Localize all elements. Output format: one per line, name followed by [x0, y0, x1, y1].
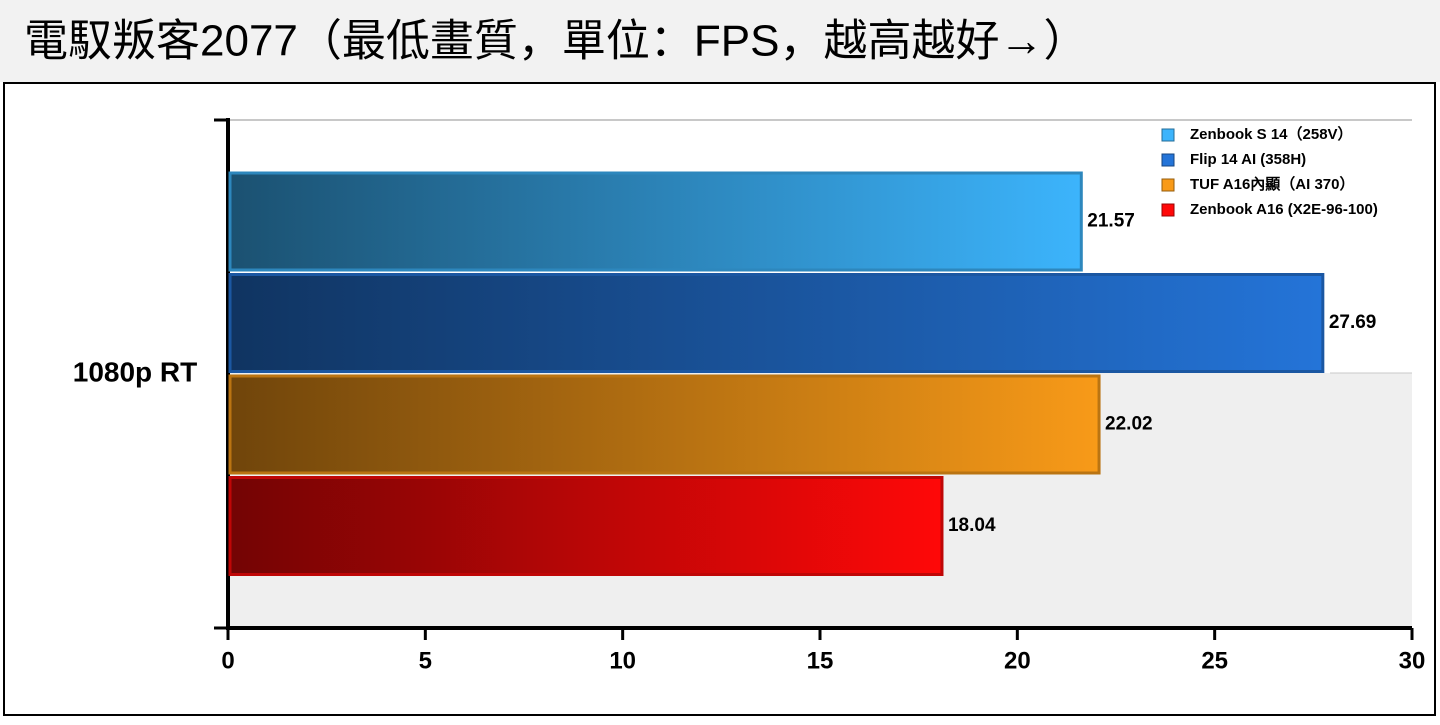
x-tick-label: 25: [1201, 647, 1228, 674]
x-tick-label: 0: [221, 647, 234, 674]
legend-label: Flip 14 AI (358H): [1190, 151, 1306, 168]
legend-swatch: [1161, 178, 1175, 192]
x-tick-label: 30: [1399, 647, 1426, 674]
legend-label: Zenbook A16 (X2E-96-100): [1190, 201, 1378, 218]
chart-title: 電馭叛客2077（最低畫質，單位：FPS，越高越好→）: [24, 17, 1087, 66]
legend-swatch: [1161, 203, 1175, 217]
value-label: 22.02: [1105, 414, 1153, 435]
x-tick-label: 10: [609, 647, 636, 674]
x-tick-label: 20: [1004, 647, 1031, 674]
x-tick-label: 15: [807, 647, 834, 674]
value-label: 21.57: [1087, 211, 1135, 232]
title-bar: [0, 0, 1440, 82]
legend-label: TUF A16內顯（AI 370）: [1190, 175, 1354, 193]
bar: [228, 476, 944, 576]
bar: [228, 171, 1083, 272]
legend-swatch: [1161, 153, 1175, 167]
category-label: 1080p RT: [73, 356, 198, 387]
bar: [228, 374, 1101, 475]
bar: [228, 273, 1325, 373]
x-tick-label: 5: [419, 647, 432, 674]
legend-label: Zenbook S 14（258V）: [1190, 125, 1353, 143]
value-label: 18.04: [948, 515, 996, 536]
legend-swatch: [1161, 128, 1175, 142]
value-label: 27.69: [1329, 312, 1377, 333]
